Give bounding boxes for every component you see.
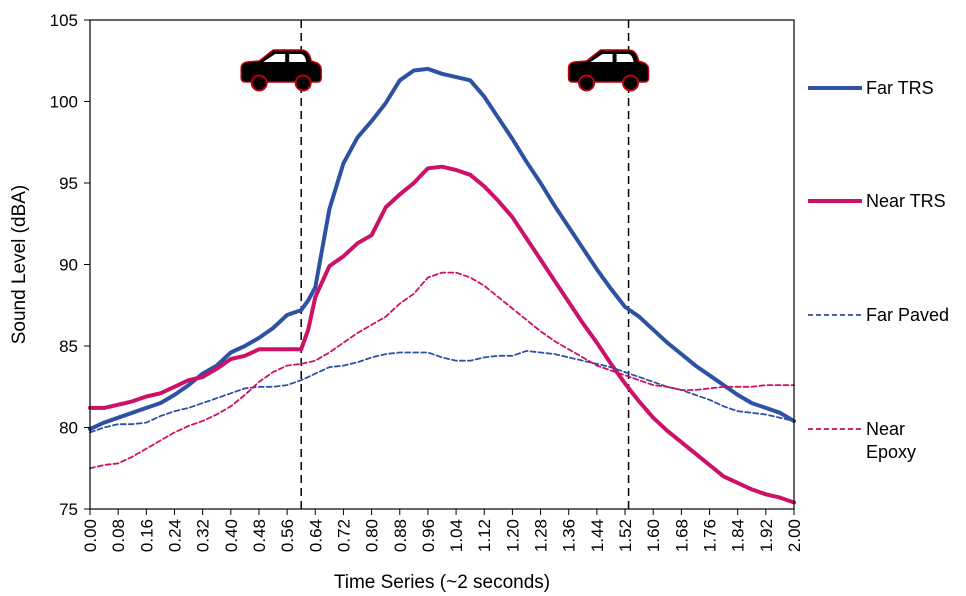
x-axis-ticks: 0.00 0.08 0.16 0.24 0.32 0.40 0.48 0.56 0.64 0.72… bbox=[81, 509, 804, 552]
x-axis-title: Time Series (~2 seconds) bbox=[334, 572, 550, 593]
car-icon bbox=[240, 49, 322, 92]
x-tick-label: 1.12 bbox=[475, 519, 494, 552]
legend-label: Near TRS bbox=[866, 191, 946, 211]
x-tick-label: 0.64 bbox=[306, 519, 325, 552]
x-tick-label: 1.68 bbox=[672, 519, 691, 552]
x-tick-label: 0.00 bbox=[81, 519, 100, 552]
x-tick-label: 1.44 bbox=[588, 519, 607, 552]
x-tick-label: 0.96 bbox=[419, 519, 438, 552]
y-tick-label: 95 bbox=[59, 174, 78, 193]
x-tick-label: 1.04 bbox=[447, 519, 466, 552]
x-tick-label: 1.52 bbox=[616, 519, 635, 552]
x-tick-label: 0.16 bbox=[137, 519, 156, 552]
series-line-1 bbox=[88, 164, 796, 505]
x-tick-label: 0.08 bbox=[109, 519, 128, 552]
x-tick-label: 0.48 bbox=[250, 519, 269, 552]
y-tick-label: 75 bbox=[59, 500, 78, 519]
y-tick-label: 85 bbox=[59, 337, 78, 356]
legend-label: Far TRS bbox=[866, 78, 934, 98]
x-tick-label: 0.24 bbox=[165, 519, 184, 552]
y-tick-label: 90 bbox=[59, 256, 78, 275]
y-tick-label: 100 bbox=[50, 93, 78, 112]
x-tick-label: 1.92 bbox=[757, 519, 776, 552]
x-tick-label: 1.84 bbox=[729, 519, 748, 552]
x-tick-label: 1.20 bbox=[503, 519, 522, 552]
x-tick-label: 1.76 bbox=[701, 519, 720, 552]
legend-label: Near Epoxy bbox=[866, 419, 916, 462]
y-axis-ticks: 75 80 85 90 95 100 105 bbox=[50, 11, 90, 519]
y-tick-label: 80 bbox=[59, 419, 78, 438]
event-markers bbox=[240, 20, 650, 509]
x-tick-label: 2.00 bbox=[785, 519, 804, 552]
series-line-0 bbox=[88, 66, 796, 432]
series-line-3 bbox=[89, 271, 795, 470]
y-tick-label: 105 bbox=[50, 11, 78, 30]
series-line-2 bbox=[89, 349, 795, 434]
x-tick-label: 1.28 bbox=[532, 519, 551, 552]
x-tick-label: 0.80 bbox=[363, 519, 382, 552]
x-tick-label: 1.36 bbox=[560, 519, 579, 552]
plot-area-frame bbox=[89, 19, 795, 510]
x-tick-label: 0.72 bbox=[334, 519, 353, 552]
x-tick-label: 1.60 bbox=[644, 519, 663, 552]
x-tick-label: 0.32 bbox=[194, 519, 213, 552]
y-axis-title: Sound Level (dBA) bbox=[9, 185, 30, 345]
legend-label: Far Paved bbox=[866, 305, 949, 325]
legend: Far TRS Near TRS Far Paved Near Epoxy bbox=[808, 78, 949, 462]
car-icon bbox=[567, 49, 650, 92]
x-tick-label: 0.56 bbox=[278, 519, 297, 552]
series-lines bbox=[88, 66, 796, 505]
x-tick-label: 0.88 bbox=[391, 519, 410, 552]
x-tick-label: 0.40 bbox=[222, 519, 241, 552]
